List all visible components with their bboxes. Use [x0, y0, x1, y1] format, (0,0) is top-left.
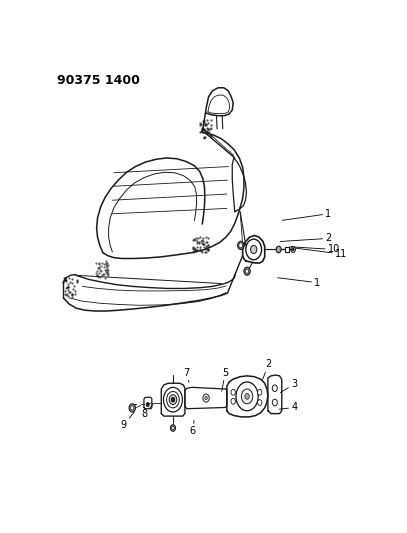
Circle shape	[245, 393, 249, 399]
Circle shape	[172, 426, 174, 430]
Text: 1: 1	[282, 209, 331, 220]
Circle shape	[272, 399, 277, 406]
Circle shape	[239, 243, 243, 248]
Circle shape	[246, 239, 262, 260]
Circle shape	[258, 390, 262, 395]
Text: 1: 1	[278, 278, 320, 288]
Circle shape	[231, 399, 235, 404]
Text: 11: 11	[296, 248, 347, 259]
Circle shape	[205, 397, 207, 400]
Circle shape	[171, 397, 175, 402]
Circle shape	[164, 387, 182, 412]
Circle shape	[292, 248, 294, 251]
Circle shape	[272, 385, 277, 391]
Circle shape	[203, 394, 209, 402]
Circle shape	[238, 241, 244, 249]
FancyBboxPatch shape	[285, 247, 289, 252]
Circle shape	[258, 400, 262, 406]
Text: 6: 6	[190, 421, 196, 437]
Circle shape	[236, 382, 258, 411]
Text: 9: 9	[120, 412, 134, 430]
Circle shape	[171, 425, 175, 431]
Text: 10: 10	[290, 245, 340, 254]
Text: 90375 1400: 90375 1400	[57, 74, 140, 87]
Text: 4: 4	[279, 402, 298, 413]
Text: 2: 2	[263, 359, 271, 379]
Circle shape	[231, 390, 235, 395]
Circle shape	[276, 246, 281, 253]
Text: 7: 7	[184, 368, 190, 382]
Circle shape	[129, 404, 136, 412]
Circle shape	[146, 402, 149, 407]
Text: 3: 3	[280, 379, 298, 392]
Circle shape	[245, 269, 249, 273]
Circle shape	[241, 389, 253, 404]
Circle shape	[251, 245, 257, 254]
Circle shape	[244, 267, 250, 276]
Text: 2: 2	[280, 233, 332, 244]
Circle shape	[169, 395, 177, 405]
Circle shape	[131, 406, 134, 410]
Text: 8: 8	[141, 405, 153, 418]
Text: 5: 5	[222, 368, 228, 391]
